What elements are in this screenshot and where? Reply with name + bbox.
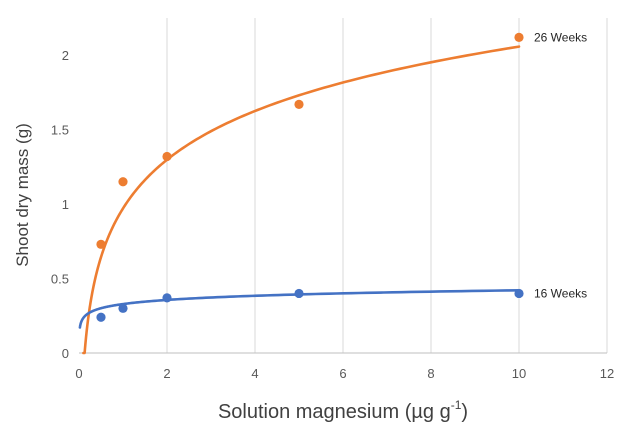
trendline-series-0: [82, 45, 521, 355]
data-point-series-0: [294, 99, 304, 109]
x-axis-title-suffix: ): [461, 401, 468, 423]
x-tick-label: 0: [75, 366, 82, 381]
x-tick-label: 2: [163, 366, 170, 381]
data-point-series-1: [118, 303, 128, 313]
y-tick-label: 1.5: [51, 123, 69, 138]
x-tick-label: 8: [427, 366, 434, 381]
y-tick-label: 1: [62, 197, 69, 212]
trendlines: [78, 45, 521, 355]
data-point-series-0: [96, 239, 106, 249]
data-point-series-0: [162, 151, 172, 162]
data-points: [96, 32, 524, 322]
x-tick-label: 10: [512, 366, 526, 381]
series-labels: 26 Weeks 16 Weeks: [534, 30, 587, 300]
series-label: 16 Weeks: [534, 286, 587, 300]
data-point-series-1: [514, 288, 524, 299]
y-tick-label: 0: [62, 346, 69, 361]
x-tick-label: 4: [251, 366, 258, 381]
y-axis-title: Shoot dry mass (g): [13, 123, 32, 267]
trendline-series-1: [78, 288, 521, 329]
x-tick-label: 6: [339, 366, 346, 381]
data-point-series-1: [96, 312, 106, 322]
data-point-series-1: [294, 288, 304, 299]
y-axis-ticks: 0 0.5 1 1.5 2: [51, 48, 69, 361]
data-point-series-1: [162, 293, 172, 303]
x-axis-title-main: Solution magnesium (µg g: [218, 401, 451, 423]
data-point-series-0: [514, 32, 524, 42]
x-axis-title: Solution magnesium (µg g-1): [218, 398, 468, 423]
x-axis-title-superscript: -1: [451, 398, 462, 412]
y-tick-label: 2: [62, 48, 69, 63]
y-tick-label: 0.5: [51, 272, 69, 287]
gridlines: [166, 18, 608, 353]
x-tick-label: 12: [600, 366, 614, 381]
data-point-series-0: [118, 177, 128, 187]
x-axis-ticks: 0 2 4 6 8 10 12: [75, 366, 614, 381]
series-label: 26 Weeks: [534, 30, 587, 44]
